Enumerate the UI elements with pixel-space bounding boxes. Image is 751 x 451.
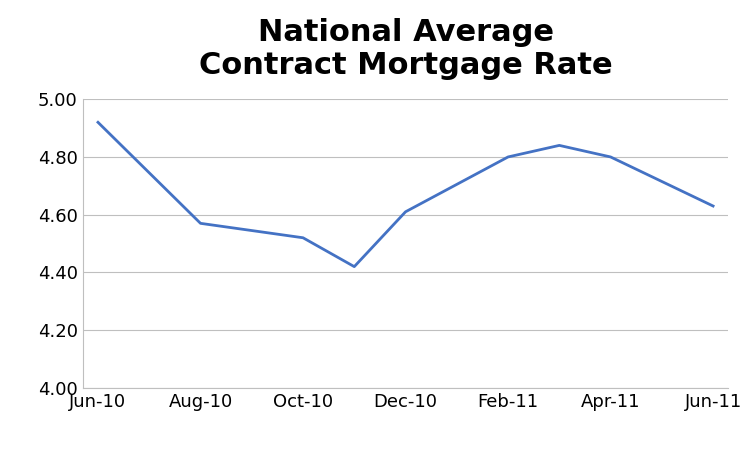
Title: National Average
Contract Mortgage Rate: National Average Contract Mortgage Rate xyxy=(199,18,612,80)
